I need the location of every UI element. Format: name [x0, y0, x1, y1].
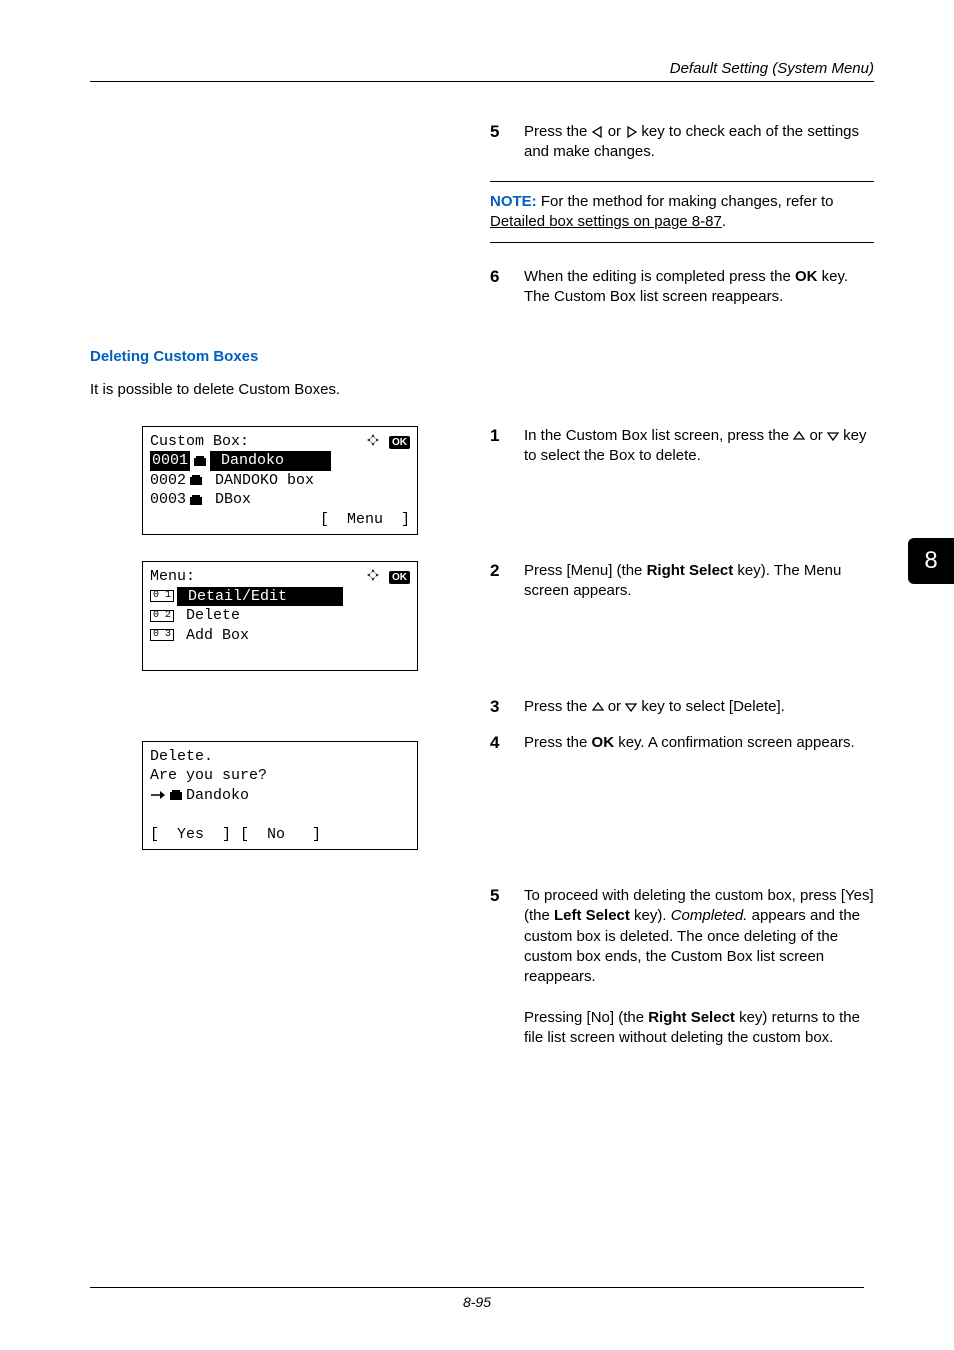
step-number: 4	[490, 733, 506, 753]
step-2: 2 Press [Menu] (the Right Select key). T…	[490, 561, 874, 602]
step-text: Press the OK key. A confirmation screen …	[524, 733, 855, 753]
step-text: To proceed with deleting the custom box,…	[524, 886, 874, 1048]
note-label: NOTE:	[490, 193, 537, 210]
triangle-right-icon	[625, 126, 637, 138]
triangle-left-icon	[592, 126, 604, 138]
step-number: 6	[490, 267, 506, 308]
step-text: When the editing is completed press the …	[524, 267, 874, 308]
nav-ok-indicator: OK	[366, 567, 410, 587]
section-heading-deleting: Deleting Custom Boxes	[90, 348, 874, 365]
box-icon	[169, 789, 183, 801]
lcd-menu: Menu: OK 0 1 Detail/Edit 0 2 Delete 0 3 …	[142, 561, 418, 671]
step-text: Press [Menu] (the Right Select key). The…	[524, 561, 874, 602]
lcd-title: Menu:	[150, 567, 195, 587]
section-body: It is possible to delete Custom Boxes.	[90, 381, 874, 398]
step-text: In the Custom Box list screen, press the…	[524, 426, 874, 467]
triangle-up-icon	[793, 430, 805, 442]
lcd-footer: [ Yes ] [ No ]	[150, 825, 410, 845]
lcd-line: Delete.	[150, 747, 410, 767]
lcd-row: 0002 DANDOKO box	[150, 471, 410, 491]
lcd-custom-box: Custom Box: OK 0001 Dandoko 0002 DANDOKO…	[142, 426, 418, 536]
step-number: 5	[490, 122, 506, 163]
lcd-line: Are you sure?	[150, 766, 410, 786]
arrow-right-icon	[150, 789, 166, 801]
lcd-delete-confirm: Delete. Are you sure? Dandoko [ Yes ] [ …	[142, 741, 418, 851]
lcd-row: 0003 DBox	[150, 490, 410, 510]
nav-ok-indicator: OK	[366, 432, 410, 452]
step-text: Press the or key to select [Delete].	[524, 697, 785, 717]
lcd-row: 0 2 Delete	[150, 606, 410, 626]
step-4: 4 Press the OK key. A confirmation scree…	[490, 733, 874, 753]
lcd-row-selected: 0001 Dandoko	[150, 451, 410, 471]
step-5-top: 5 Press the or key to check each of the …	[490, 122, 874, 163]
step-text: Press the or key to check each of the se…	[524, 122, 874, 163]
chapter-tab: 8	[908, 538, 954, 584]
step-number: 1	[490, 426, 506, 467]
step-5-bottom: 5 To proceed with deleting the custom bo…	[490, 886, 874, 1048]
box-icon	[193, 455, 207, 467]
triangle-up-icon	[592, 701, 604, 713]
lcd-title: Custom Box:	[150, 432, 249, 452]
page-number: 8-95	[463, 1294, 491, 1310]
step-1: 1 In the Custom Box list screen, press t…	[490, 426, 874, 467]
triangle-down-icon	[625, 701, 637, 713]
page-footer: 8-95	[90, 1287, 864, 1310]
header-title: Default Setting (System Menu)	[670, 60, 874, 77]
step-3: 3 Press the or key to select [Delete].	[490, 697, 874, 717]
step-6-top: 6 When the editing is completed press th…	[490, 267, 874, 308]
step-number: 3	[490, 697, 506, 717]
lcd-row-selected: 0 1 Detail/Edit	[150, 587, 410, 607]
step-number: 5	[490, 886, 506, 1048]
step-number: 2	[490, 561, 506, 602]
box-icon	[189, 494, 203, 506]
lcd-footer: [ Menu ]	[150, 510, 410, 530]
lcd-row: 0 3 Add Box	[150, 626, 410, 646]
box-icon	[189, 474, 203, 486]
page-header: Default Setting (System Menu)	[90, 60, 874, 82]
triangle-down-icon	[827, 430, 839, 442]
note-link[interactable]: Detailed box settings on page 8-87	[490, 213, 722, 230]
lcd-line: Dandoko	[150, 786, 410, 806]
note-box: NOTE: For the method for making changes,…	[490, 181, 874, 244]
